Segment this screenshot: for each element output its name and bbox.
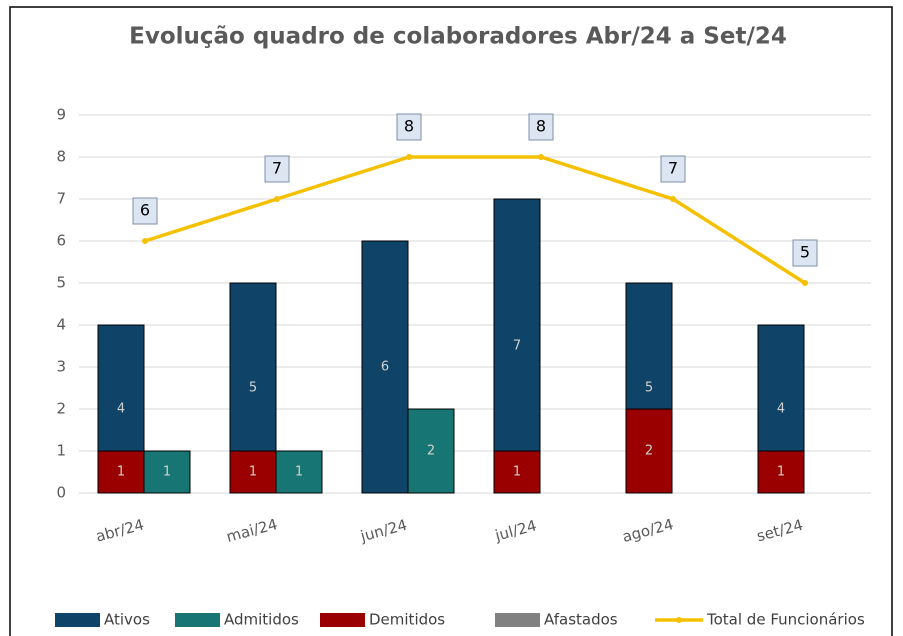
line-marker <box>142 238 148 244</box>
data-label: 4 <box>117 402 125 417</box>
y-tick-label: 2 <box>56 400 66 418</box>
bar <box>361 240 409 494</box>
legend-label: Demitidos <box>369 611 445 629</box>
legend-label: Admitidos <box>224 611 299 629</box>
data-label: 6 <box>140 201 150 220</box>
data-label: 7 <box>513 339 521 354</box>
y-tick-label: 0 <box>56 484 66 502</box>
bar <box>625 408 673 494</box>
chart-frame <box>9 6 893 636</box>
data-label: 7 <box>668 159 678 178</box>
bar <box>229 450 277 494</box>
chart-title: Evolução quadro de colaboradores Abr/24 … <box>129 24 787 50</box>
data-label: 2 <box>427 444 435 459</box>
data-label: 1 <box>295 465 303 480</box>
legend-swatch <box>55 613 100 627</box>
data-label-box <box>132 197 158 225</box>
y-tick-label: 6 <box>56 232 66 250</box>
line-marker <box>538 154 544 160</box>
y-tick-label: 3 <box>56 358 66 376</box>
data-label: 4 <box>777 402 785 417</box>
y-tick-label: 7 <box>56 190 66 208</box>
line <box>144 155 806 285</box>
bar <box>275 450 323 494</box>
data-label-box <box>792 239 818 267</box>
legend-swatch <box>175 613 220 627</box>
legend-label: Afastados <box>544 611 618 629</box>
data-label: 6 <box>381 360 389 375</box>
line-marker <box>670 196 676 202</box>
line-marker <box>802 280 808 286</box>
bar <box>407 408 455 494</box>
data-label: 1 <box>163 465 171 480</box>
y-tick-label: 5 <box>56 274 66 292</box>
legend-swatch <box>495 613 540 627</box>
y-tick-label: 9 <box>56 106 66 124</box>
data-label: 1 <box>249 465 257 480</box>
bar <box>493 198 541 494</box>
data-label: 1 <box>117 465 125 480</box>
data-label: 5 <box>800 243 810 262</box>
line-marker <box>406 154 412 160</box>
data-label: 8 <box>536 117 546 136</box>
data-label-box <box>528 113 554 141</box>
data-label: 5 <box>645 381 653 396</box>
y-tick-label: 4 <box>56 316 66 334</box>
line-marker <box>274 196 280 202</box>
data-label: 2 <box>645 444 653 459</box>
data-label: 1 <box>513 465 521 480</box>
legend-label: Ativos <box>104 611 150 629</box>
y-tick-label: 8 <box>56 148 66 166</box>
data-label-box <box>660 155 686 183</box>
data-label: 5 <box>249 381 257 396</box>
data-label-box <box>264 155 290 183</box>
legend-swatch <box>320 613 365 627</box>
data-label: 1 <box>777 465 785 480</box>
data-label-box <box>396 113 422 141</box>
legend-label: Total de Funcionários <box>706 611 865 629</box>
bar <box>97 450 145 494</box>
data-label: 7 <box>272 159 282 178</box>
data-label: 8 <box>404 117 414 136</box>
bar <box>757 450 805 494</box>
bar <box>143 450 191 494</box>
bar <box>493 450 541 494</box>
y-tick-label: 1 <box>56 442 66 460</box>
legend-marker <box>676 617 682 623</box>
